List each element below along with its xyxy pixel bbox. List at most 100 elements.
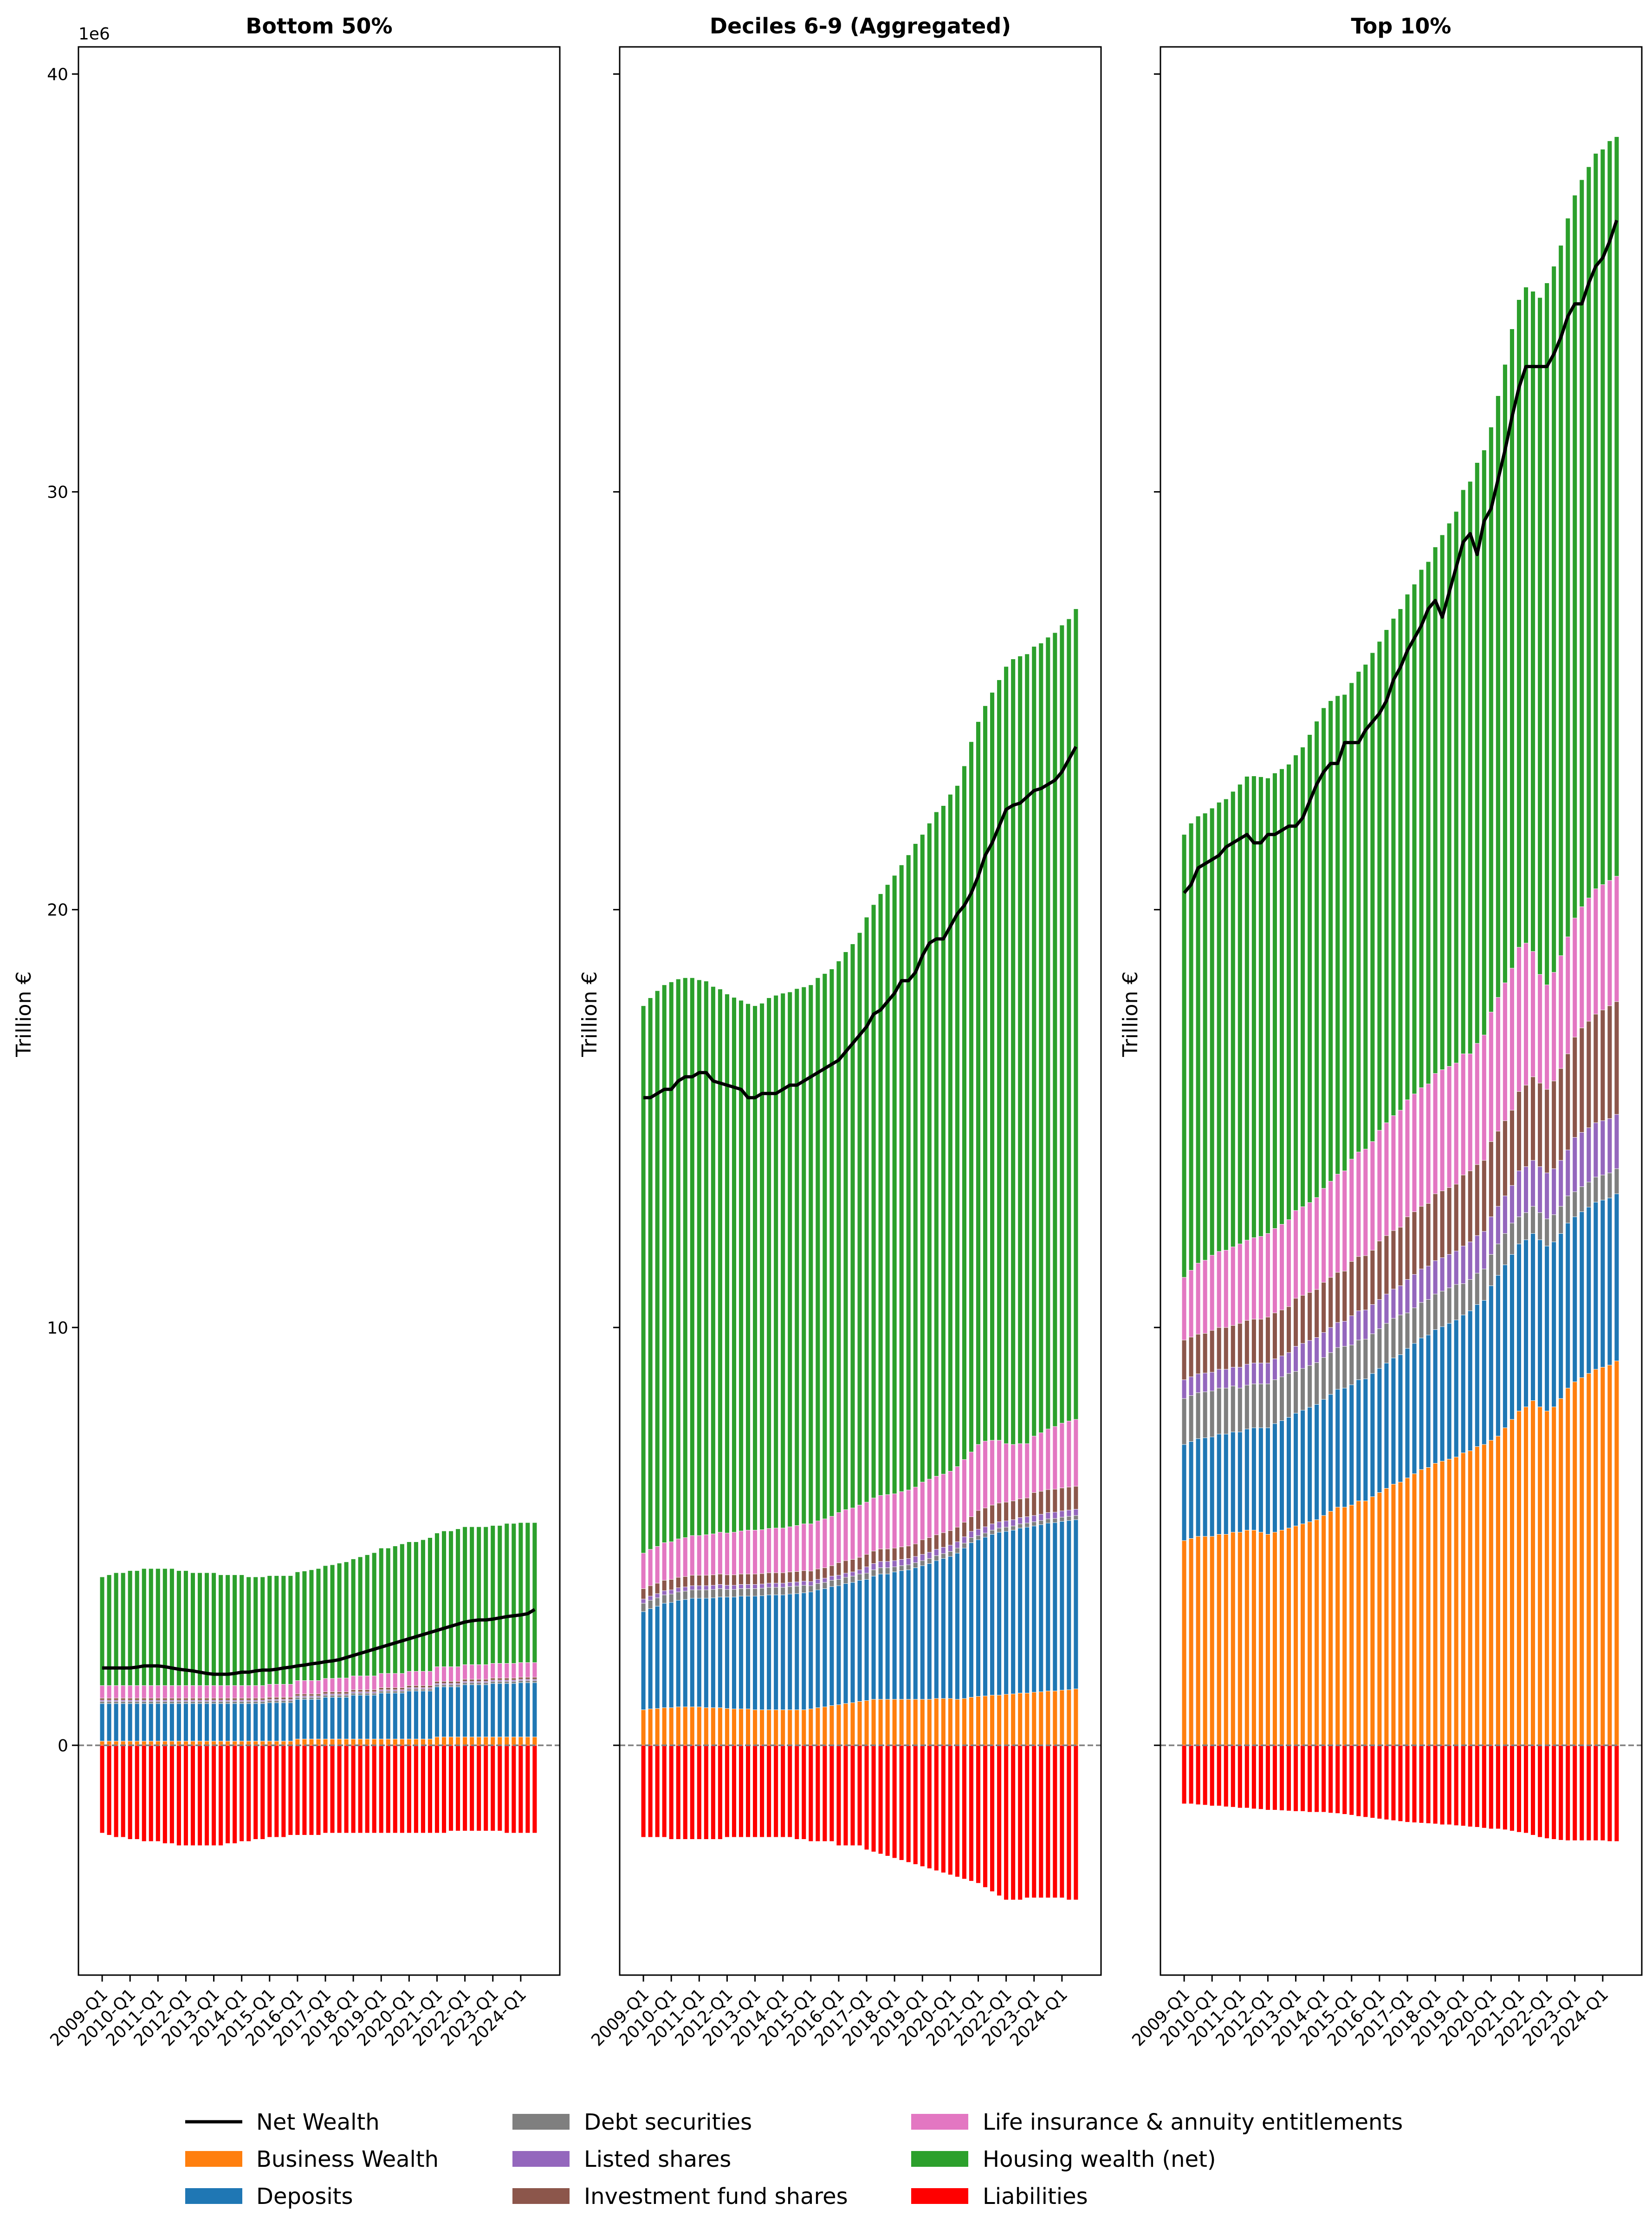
bar-debt (323, 1695, 328, 1698)
bar-business (794, 1710, 800, 1746)
bar-business (1467, 1450, 1473, 1746)
bar-business (511, 1737, 517, 1746)
legend-item: Liabilities (911, 2184, 1088, 2210)
bar-housing (1230, 791, 1236, 1247)
bar-life (162, 1685, 168, 1698)
bar-life (1425, 1083, 1431, 1204)
bar-deposits (1363, 1379, 1368, 1501)
bar-housing (871, 904, 876, 1498)
bar-deposits (455, 1686, 460, 1737)
bar-life (350, 1676, 356, 1690)
bar-liabilities (857, 1745, 862, 1846)
bar-debt (899, 1565, 904, 1571)
bar-business (1363, 1500, 1368, 1746)
bar-housing (976, 721, 981, 1445)
bar-liabilities (1496, 1745, 1501, 1829)
bar-listed (1272, 1358, 1277, 1380)
bar-life (787, 1526, 793, 1572)
bar-business (745, 1709, 751, 1746)
bar-listed (183, 1700, 188, 1702)
bar-listed (759, 1584, 764, 1588)
bar-deposits (1188, 1441, 1194, 1539)
bar-liabilities (1384, 1745, 1389, 1820)
bar-deposits (1321, 1399, 1327, 1516)
bar-liabilities (711, 1745, 716, 1840)
bar-business (1412, 1473, 1417, 1746)
bar-life (525, 1662, 531, 1678)
bar-housing (1572, 195, 1578, 919)
bar-liabilities (407, 1745, 412, 1834)
bar-debt (941, 1553, 946, 1559)
axes-frame (78, 46, 561, 1976)
bar-life (141, 1685, 147, 1698)
bar-liabilities (1607, 1745, 1613, 1842)
bar-debt (948, 1551, 953, 1557)
bar-debt (675, 1592, 681, 1601)
bar-housing (1370, 652, 1375, 1142)
bar-housing (1314, 721, 1319, 1198)
bar-business (899, 1699, 904, 1746)
bar-business (780, 1710, 786, 1746)
bar-liabilities (169, 1745, 175, 1844)
bar-debt (239, 1701, 245, 1704)
bar-deposits (197, 1703, 202, 1742)
bar-life (134, 1685, 140, 1698)
bar-housing (1544, 283, 1549, 985)
bar-listed (162, 1700, 168, 1702)
bar-funds (829, 1565, 835, 1576)
bar-deposits (330, 1697, 335, 1739)
bar-liabilities (1551, 1745, 1556, 1840)
bar-housing (253, 1576, 259, 1686)
bar-life (1011, 1444, 1016, 1501)
bar-listed (497, 1680, 503, 1682)
bar-debt (1188, 1395, 1194, 1442)
bar-funds (1024, 1497, 1030, 1517)
bar-debt (990, 1529, 995, 1535)
bar-deposits (1489, 1285, 1494, 1441)
bar-debt (1537, 1212, 1542, 1240)
bar-deposits (1031, 1525, 1037, 1693)
bar-debt (1453, 1284, 1459, 1321)
bar-business (309, 1739, 314, 1746)
bar-funds (1209, 1330, 1215, 1373)
bar-liabilities (197, 1745, 202, 1846)
bar-funds (675, 1577, 681, 1588)
bar-liabilities (948, 1745, 953, 1875)
bar-deposits (1537, 1239, 1542, 1407)
bar-life (113, 1685, 119, 1698)
bar-life (899, 1491, 904, 1547)
bar-life (1398, 1110, 1403, 1228)
bar-funds (1586, 1021, 1592, 1128)
bar-listed (641, 1599, 646, 1604)
bar-housing (732, 997, 737, 1533)
bar-liabilities (1258, 1745, 1263, 1810)
bar-funds (1439, 1191, 1445, 1258)
bar-debt (1017, 1523, 1023, 1529)
bar-business (350, 1739, 356, 1746)
bar-business (668, 1707, 674, 1746)
bar-funds (1474, 1164, 1480, 1236)
bar-debt (1363, 1339, 1368, 1379)
bar-housing (148, 1568, 154, 1686)
bar-deposits (323, 1697, 328, 1739)
bar-deposits (1216, 1433, 1222, 1535)
bar-liabilities (668, 1745, 674, 1840)
bar-funds (711, 1575, 716, 1586)
bar-listed (99, 1700, 105, 1702)
legend-swatch-icon (512, 2188, 570, 2204)
bar-life (1405, 1099, 1410, 1217)
bar-listed (1607, 1118, 1613, 1173)
bar-listed (441, 1683, 447, 1685)
bar-housing (1565, 218, 1571, 937)
bar-housing (1496, 395, 1501, 998)
bar-deposits (822, 1588, 828, 1707)
bar-deposits (1004, 1531, 1009, 1695)
bar-debt (400, 1691, 405, 1693)
bar-liabilities (1286, 1745, 1291, 1811)
bar-funds (990, 1504, 995, 1524)
bar-funds (913, 1543, 918, 1557)
bar-deposits (253, 1703, 259, 1742)
bar-debt (752, 1588, 758, 1597)
bar-debt (1223, 1387, 1229, 1434)
bar-deposits (675, 1600, 681, 1707)
